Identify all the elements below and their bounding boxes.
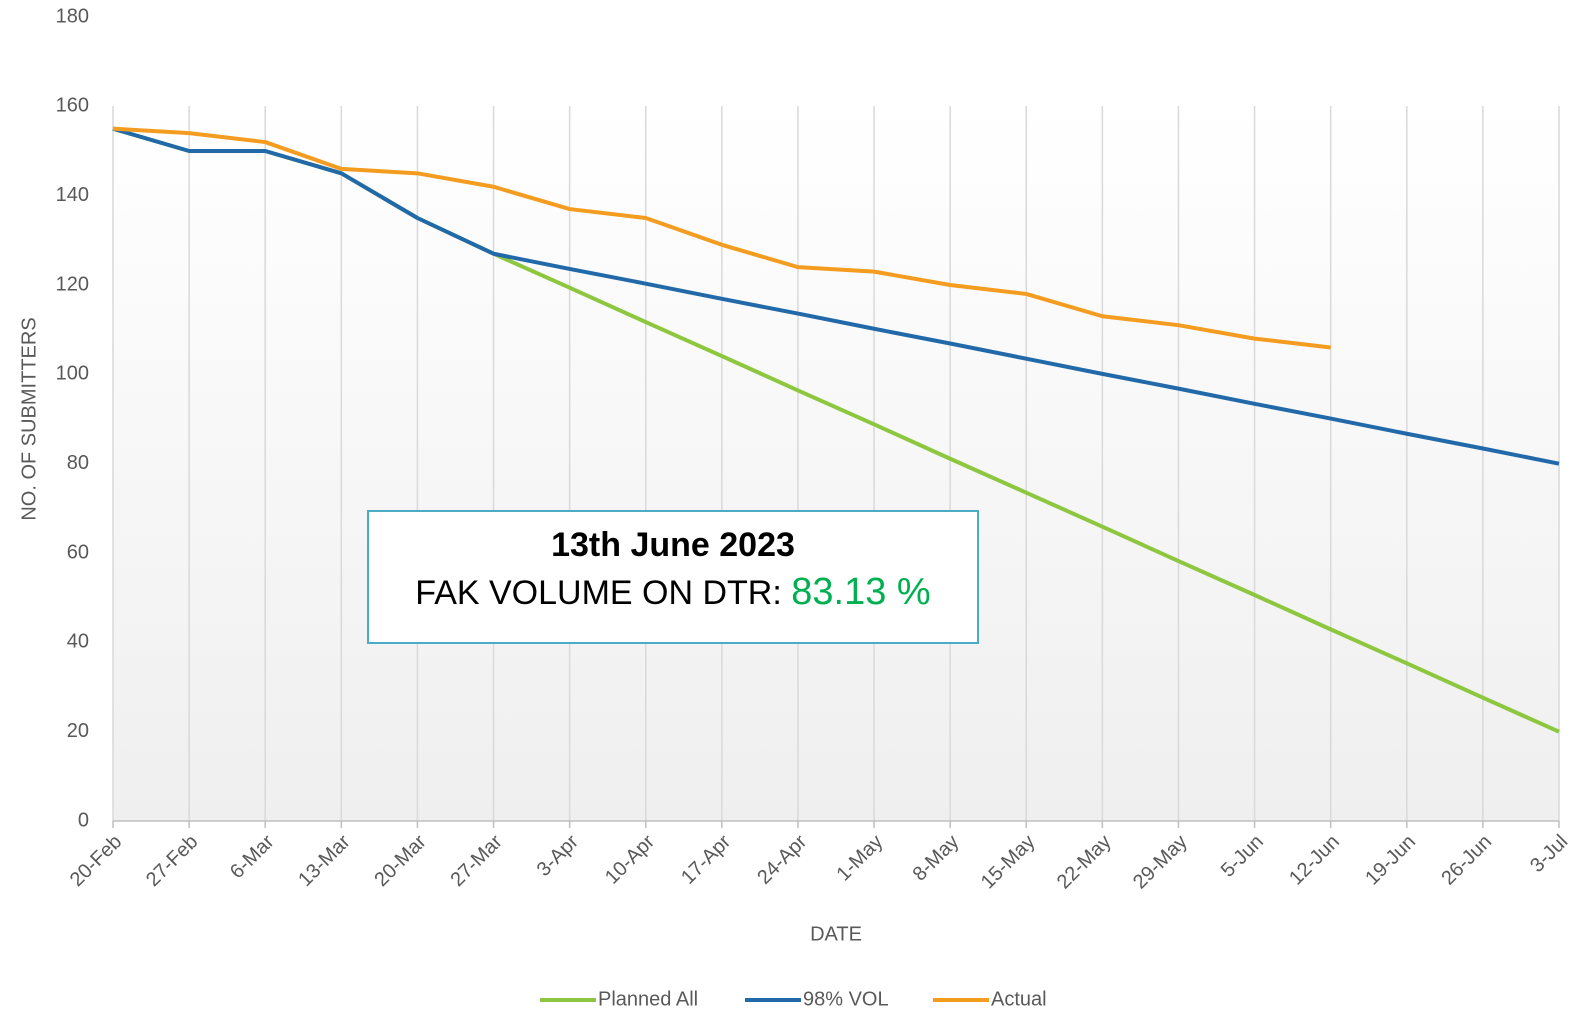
x-tick-label: 27-Mar [446, 830, 507, 891]
x-tick-label: 15-May [977, 831, 1040, 894]
x-tick-label: 24-Apr [753, 830, 811, 888]
y-tick-label: 0 [78, 809, 89, 831]
legend-label: 98% VOL [803, 988, 889, 1010]
x-tick-label: 12-Jun [1285, 831, 1344, 890]
x-tick-label: 10-Apr [601, 830, 659, 888]
legend-label: Planned All [598, 988, 698, 1010]
y-tick-label: 160 [56, 95, 89, 117]
y-tick-label: 140 [56, 184, 89, 206]
y-tick-label: 60 [67, 541, 89, 563]
x-tick-label: 6-Mar [226, 830, 279, 883]
annotation-value: 83.13 % [791, 571, 931, 613]
y-axis-label: NO. OF SUBMITTERS [18, 317, 40, 520]
annotation-box: 13th June 2023 FAK VOLUME ON DTR: 83.13 … [367, 510, 979, 644]
annotation-title: 13th June 2023 [551, 526, 795, 564]
x-tick-label: 27-Feb [142, 831, 202, 891]
annotation-line: FAK VOLUME ON DTR: 83.13 % [369, 571, 977, 614]
x-tick-label: 29-May [1129, 831, 1192, 894]
legend-label: Actual [991, 988, 1047, 1010]
y-tick-label: 40 [67, 631, 89, 653]
x-tick-label: 3-Jul [1526, 831, 1572, 877]
plot-background [113, 106, 1559, 821]
y-tick-label: 20 [67, 720, 89, 742]
x-tick-label: 19-Jun [1361, 831, 1420, 890]
x-tick-label: 8-May [909, 831, 964, 886]
y-tick-label: 100 [56, 363, 89, 385]
series-line [112, 126, 1331, 350]
y-tick-label: 80 [67, 452, 89, 474]
x-tick-label: 22-May [1053, 831, 1116, 894]
y-tick-label: 120 [56, 273, 89, 295]
series-line [112, 126, 1560, 466]
x-tick-label: 5-Jun [1217, 831, 1268, 882]
x-tick-label: 3-Apr [533, 830, 583, 880]
x-tick-label: 1-May [832, 831, 887, 886]
y-tick-label: 180 [56, 5, 89, 27]
x-tick-label: 20-Feb [66, 831, 126, 891]
annotation-label: FAK VOLUME ON DTR: [415, 574, 782, 612]
x-tick-label: 20-Mar [370, 830, 431, 891]
x-tick-label: 26-Jun [1437, 831, 1496, 890]
x-tick-label: 17-Apr [677, 830, 735, 888]
x-axis-label: DATE [810, 923, 862, 945]
x-tick-label: 13-Mar [294, 830, 355, 891]
